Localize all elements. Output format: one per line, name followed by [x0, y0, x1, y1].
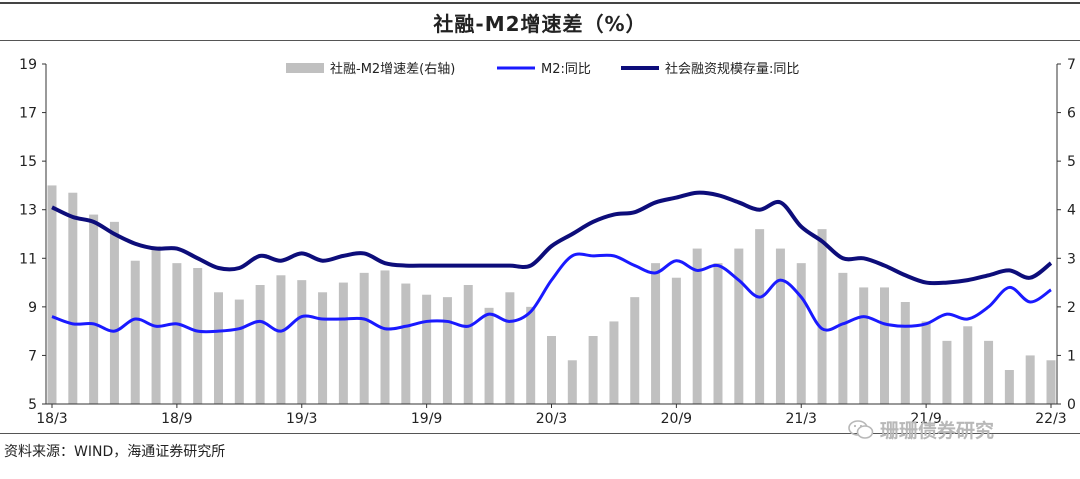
- left-tick-label: 7: [28, 348, 37, 364]
- bar: [609, 321, 619, 404]
- left-tick-label: 13: [19, 203, 37, 219]
- title-rule: [0, 40, 1080, 41]
- bar: [942, 340, 952, 404]
- left-tick-label: 15: [19, 154, 37, 170]
- right-tick-label: 1: [1067, 348, 1076, 364]
- bar: [68, 192, 78, 404]
- bar: [442, 297, 452, 404]
- right-tick-label: 6: [1067, 106, 1076, 122]
- left-tick-label: 17: [19, 106, 37, 122]
- x-tick-label: 21/3: [786, 411, 817, 427]
- line-series: [51, 190, 1053, 334]
- x-tick-label: 20/9: [661, 411, 692, 427]
- bar: [734, 248, 744, 404]
- bar: [338, 282, 348, 404]
- bar: [255, 285, 265, 404]
- bar: [484, 307, 494, 404]
- x-tick-label: 19/3: [286, 411, 317, 427]
- right-tick-label: 5: [1067, 154, 1076, 170]
- bar: [838, 272, 848, 404]
- bar: [963, 326, 973, 404]
- x-tick-label: 21/9: [910, 411, 941, 427]
- bar: [671, 277, 681, 404]
- bottom-rule: [0, 433, 1080, 434]
- bar: [651, 263, 661, 404]
- legend-m2-label: M2:同比: [541, 62, 591, 77]
- right-tick-label: 4: [1067, 203, 1076, 219]
- bar: [713, 263, 723, 404]
- x-tick-label: 19/9: [411, 411, 442, 427]
- bar: [463, 285, 473, 404]
- bar: [1025, 355, 1035, 404]
- bar: [900, 302, 910, 404]
- right-tick-label: 2: [1067, 300, 1076, 316]
- x-tick-label: 20/3: [536, 411, 567, 427]
- bar: [318, 292, 328, 404]
- bar: [775, 248, 785, 404]
- x-tick-label: 18/3: [36, 411, 67, 427]
- bar: [380, 270, 390, 404]
- right-tick-label: 0: [1067, 397, 1076, 413]
- bar: [1046, 360, 1056, 404]
- legend-tsf-label: 社会融资规模存量:同比: [665, 61, 799, 77]
- legend: 社融-M2增速差(右轴) M2:同比 社会融资规模存量:同比: [286, 61, 799, 77]
- watermark: 珊珊债券研究: [848, 416, 994, 443]
- bar: [526, 306, 536, 404]
- bar: [276, 275, 286, 404]
- bar: [692, 248, 702, 404]
- bar: [859, 287, 869, 404]
- bar: [755, 229, 765, 404]
- bar: [505, 292, 515, 404]
- right-tick-label: 3: [1067, 251, 1076, 267]
- top-rule: [0, 2, 1080, 4]
- bar: [214, 292, 223, 404]
- legend-bar-swatch: [286, 63, 324, 73]
- bar: [109, 221, 119, 404]
- wechat-icon: [848, 419, 874, 439]
- watermark-text: 珊珊债券研究: [880, 420, 995, 442]
- legend-bar-label: 社融-M2增速差(右轴): [330, 61, 455, 77]
- left-tick-label: 5: [28, 397, 37, 413]
- left-tick-label: 11: [19, 251, 37, 267]
- bar: [567, 360, 577, 404]
- right-tick-label: 7: [1067, 57, 1076, 73]
- bar: [588, 336, 598, 404]
- bar: [401, 283, 411, 404]
- bar: [47, 185, 57, 404]
- bar: [130, 260, 140, 404]
- bar: [422, 294, 432, 404]
- chart-title: 社融-M2增速差（%）: [433, 12, 647, 36]
- bar: [172, 263, 182, 404]
- bar: [880, 287, 889, 404]
- bar: [796, 263, 806, 404]
- bar: [359, 272, 369, 404]
- bar: [817, 229, 827, 404]
- left-tick-label: 9: [28, 300, 37, 316]
- bar: [89, 214, 99, 404]
- axes: 5 7 9 11 13 15 17 19 0 1 2 3 4 5 6 7 18/3 18/9 19/3 19/9 20/…: [19, 57, 1076, 427]
- bar: [921, 321, 931, 404]
- bar: [193, 268, 203, 404]
- bar: [630, 297, 640, 404]
- x-tick-label: 22/3: [1035, 411, 1066, 427]
- source-note: 资料来源：WIND，海通证券研究所: [4, 444, 226, 460]
- bar: [297, 280, 307, 404]
- tsf-yoy-line: [51, 190, 1053, 286]
- bar: [234, 299, 244, 404]
- bar: [984, 340, 994, 404]
- bar: [1004, 370, 1014, 404]
- bar: [547, 336, 556, 404]
- bar-series: [47, 185, 1056, 404]
- left-tick-label: 19: [19, 57, 37, 73]
- x-tick-label: 18/9: [161, 411, 192, 427]
- chart: 5 7 9 11 13 15 17 19 0 1 2 3 4 5 6 7 18/3 18/9 19/3 19/9 20/…: [19, 57, 1076, 427]
- m2-yoy-line: [51, 252, 1052, 334]
